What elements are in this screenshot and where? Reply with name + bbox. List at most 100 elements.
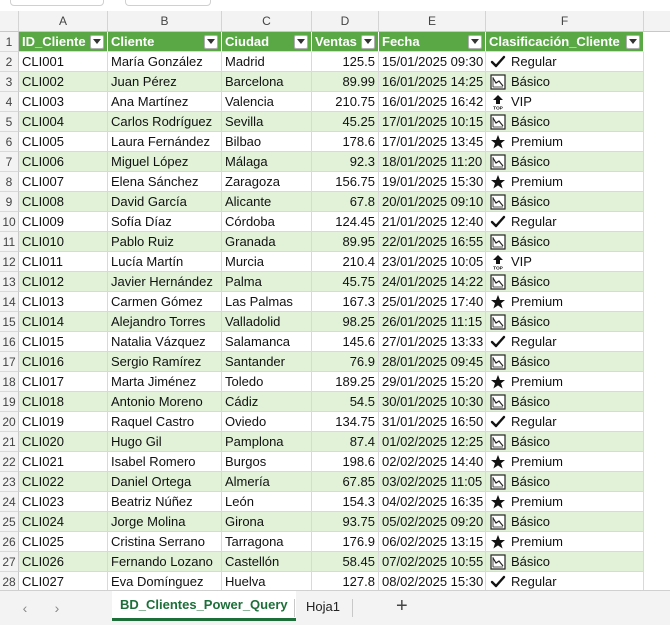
client-cell[interactable]: Isabel Romero	[108, 452, 222, 472]
client-cell[interactable]: Juan Pérez	[108, 72, 222, 92]
date-cell[interactable]: 03/02/2025 11:05	[379, 472, 486, 492]
id-cell[interactable]: CLI022	[19, 472, 108, 492]
id-cell[interactable]: CLI018	[19, 392, 108, 412]
filter-dropdown-icon[interactable]	[294, 34, 308, 49]
client-cell[interactable]: Sofía Díaz	[108, 212, 222, 232]
tab-hoja1[interactable]: Hoja1	[306, 598, 340, 614]
client-cell[interactable]: Elena Sánchez	[108, 172, 222, 192]
sales-cell[interactable]: 92.3	[312, 152, 379, 172]
header-cell[interactable]: Cliente	[108, 32, 222, 52]
date-cell[interactable]: 30/01/2025 10:30	[379, 392, 486, 412]
id-cell[interactable]: CLI021	[19, 452, 108, 472]
date-cell[interactable]: 23/01/2025 10:05	[379, 252, 486, 272]
id-cell[interactable]: CLI027	[19, 572, 108, 592]
classification-cell[interactable]: Premium	[486, 492, 644, 512]
client-cell[interactable]: Carmen Gómez	[108, 292, 222, 312]
client-cell[interactable]: Hugo Gil	[108, 432, 222, 452]
classification-cell[interactable]: Regular	[486, 332, 644, 352]
sales-cell[interactable]: 89.95	[312, 232, 379, 252]
city-cell[interactable]: Zaragoza	[222, 172, 312, 192]
row-number[interactable]: 2	[0, 52, 19, 72]
city-cell[interactable]: Bilbao	[222, 132, 312, 152]
header-cell[interactable]: ID_Cliente	[19, 32, 108, 52]
row-number[interactable]: 8	[0, 172, 19, 192]
client-cell[interactable]: Antonio Moreno	[108, 392, 222, 412]
date-cell[interactable]: 21/01/2025 12:40	[379, 212, 486, 232]
sales-cell[interactable]: 145.6	[312, 332, 379, 352]
name-box[interactable]	[10, 0, 104, 6]
id-cell[interactable]: CLI006	[19, 152, 108, 172]
id-cell[interactable]: CLI026	[19, 552, 108, 572]
date-cell[interactable]: 16/01/2025 14:25	[379, 72, 486, 92]
city-cell[interactable]: Córdoba	[222, 212, 312, 232]
id-cell[interactable]: CLI008	[19, 192, 108, 212]
row-number[interactable]: 20	[0, 412, 19, 432]
client-cell[interactable]: Natalia Vázquez	[108, 332, 222, 352]
row-number[interactable]: 5	[0, 112, 19, 132]
date-cell[interactable]: 27/01/2025 13:33	[379, 332, 486, 352]
city-cell[interactable]: Las Palmas	[222, 292, 312, 312]
id-cell[interactable]: CLI019	[19, 412, 108, 432]
client-cell[interactable]: Carlos Rodríguez	[108, 112, 222, 132]
date-cell[interactable]: 29/01/2025 15:20	[379, 372, 486, 392]
header-cell[interactable]: Ciudad	[222, 32, 312, 52]
city-cell[interactable]: Valladolid	[222, 312, 312, 332]
row-number[interactable]: 24	[0, 492, 19, 512]
row-number[interactable]: 4	[0, 92, 19, 112]
sales-cell[interactable]: 210.75	[312, 92, 379, 112]
row-number[interactable]: 11	[0, 232, 19, 252]
sales-cell[interactable]: 98.25	[312, 312, 379, 332]
classification-cell[interactable]: Premium	[486, 132, 644, 152]
column-header-c[interactable]: C	[222, 11, 312, 31]
classification-cell[interactable]: Básico	[486, 432, 644, 452]
header-cell[interactable]: Fecha	[379, 32, 486, 52]
client-cell[interactable]: Cristina Serrano	[108, 532, 222, 552]
filter-dropdown-icon[interactable]	[468, 34, 482, 49]
date-cell[interactable]: 01/02/2025 12:25	[379, 432, 486, 452]
row-number[interactable]: 6	[0, 132, 19, 152]
sales-cell[interactable]: 58.45	[312, 552, 379, 572]
tab-bd-clientes[interactable]: BD_Clientes_Power_Query	[112, 591, 296, 621]
row-number[interactable]: 19	[0, 392, 19, 412]
client-cell[interactable]: Jorge Molina	[108, 512, 222, 532]
client-cell[interactable]: Raquel Castro	[108, 412, 222, 432]
classification-cell[interactable]: Básico	[486, 552, 644, 572]
classification-cell[interactable]: Básico	[486, 512, 644, 532]
city-cell[interactable]: Salamanca	[222, 332, 312, 352]
row-number[interactable]: 13	[0, 272, 19, 292]
column-header-e[interactable]: E	[379, 11, 486, 31]
city-cell[interactable]: Huelva	[222, 572, 312, 592]
sales-cell[interactable]: 134.75	[312, 412, 379, 432]
sales-cell[interactable]: 198.6	[312, 452, 379, 472]
client-cell[interactable]: Sergio Ramírez	[108, 352, 222, 372]
city-cell[interactable]: Málaga	[222, 152, 312, 172]
sales-cell[interactable]: 45.25	[312, 112, 379, 132]
sales-cell[interactable]: 127.8	[312, 572, 379, 592]
row-number[interactable]: 28	[0, 572, 19, 592]
city-cell[interactable]: Pamplona	[222, 432, 312, 452]
sales-cell[interactable]: 93.75	[312, 512, 379, 532]
date-cell[interactable]: 17/01/2025 10:15	[379, 112, 486, 132]
date-cell[interactable]: 18/01/2025 11:20	[379, 152, 486, 172]
filter-dropdown-icon[interactable]	[361, 34, 375, 49]
classification-cell[interactable]: Premium	[486, 372, 644, 392]
header-cell[interactable]: Clasificación_Cliente	[486, 32, 644, 52]
classification-cell[interactable]: Premium	[486, 292, 644, 312]
sales-cell[interactable]: 189.25	[312, 372, 379, 392]
id-cell[interactable]: CLI007	[19, 172, 108, 192]
sales-cell[interactable]: 210.4	[312, 252, 379, 272]
client-cell[interactable]: Miguel López	[108, 152, 222, 172]
id-cell[interactable]: CLI005	[19, 132, 108, 152]
date-cell[interactable]: 20/01/2025 09:10	[379, 192, 486, 212]
column-header-a[interactable]: A	[19, 11, 108, 31]
row-number[interactable]: 22	[0, 452, 19, 472]
filter-dropdown-icon[interactable]	[204, 34, 218, 49]
classification-cell[interactable]: Regular	[486, 212, 644, 232]
city-cell[interactable]: Santander	[222, 352, 312, 372]
scroll-left-icon[interactable]: ‹	[22, 600, 28, 616]
sales-cell[interactable]: 87.4	[312, 432, 379, 452]
date-cell[interactable]: 08/02/2025 15:30	[379, 572, 486, 592]
city-cell[interactable]: Madrid	[222, 52, 312, 72]
city-cell[interactable]: Valencia	[222, 92, 312, 112]
sales-cell[interactable]: 154.3	[312, 492, 379, 512]
